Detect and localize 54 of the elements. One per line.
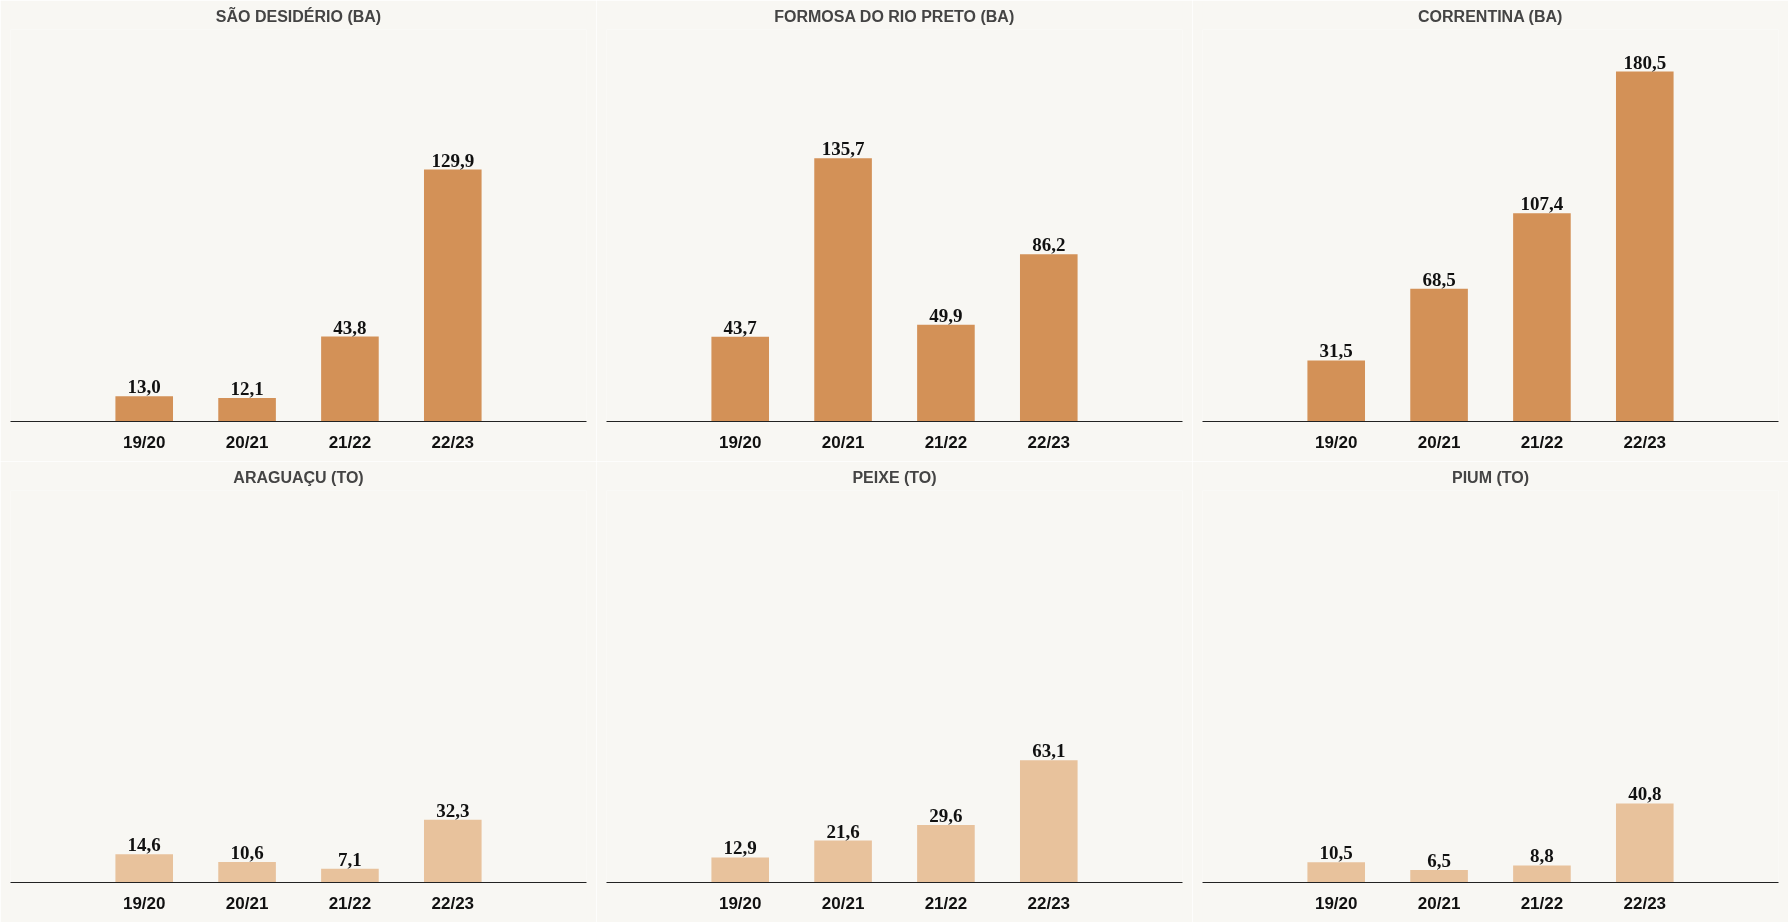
data-label: 107,4	[1520, 193, 1564, 215]
x-tick-label: 19/20	[122, 893, 166, 913]
data-label: 68,5	[1422, 268, 1456, 290]
x-tick-label: 22/23	[1027, 432, 1071, 452]
chart-title: PEIXE (TO)	[852, 468, 937, 486]
data-label: 135,7	[821, 138, 865, 160]
data-label: 63,1	[1032, 740, 1066, 762]
data-label: 31,5	[1319, 340, 1353, 362]
chart-title: FORMOSA DO RIO PRETO (BA)	[774, 7, 1015, 25]
data-label: 86,2	[1032, 234, 1066, 256]
data-label: 32,3	[436, 799, 470, 821]
chart-title: ARAGUAÇU (TO)	[233, 468, 364, 486]
data-label: 13,0	[127, 376, 161, 398]
x-tick-label: 19/20	[718, 893, 762, 913]
data-label: 29,6	[929, 805, 963, 827]
data-label: 21,6	[826, 820, 860, 842]
x-tick-label: 19/20	[1314, 432, 1358, 452]
data-label: 7,1	[338, 848, 362, 870]
x-tick-label: 20/21	[821, 893, 865, 913]
x-tick-label: 20/21	[225, 893, 269, 913]
data-label: 10,5	[1319, 842, 1353, 864]
data-label: 14,6	[127, 834, 161, 856]
data-label: 8,8	[1530, 845, 1554, 867]
x-tick-label: 22/23	[1027, 893, 1071, 913]
x-tick-label: 19/20	[122, 432, 166, 452]
data-label: 129,9	[431, 149, 475, 171]
chart-title: CORRENTINA (BA)	[1418, 7, 1563, 25]
x-tick-label: 22/23	[431, 893, 475, 913]
x-tick-label: 22/23	[431, 432, 475, 452]
x-tick-label: 22/23	[1623, 432, 1667, 452]
x-tick-label: 20/21	[1417, 432, 1461, 452]
x-tick-label: 19/20	[1314, 893, 1358, 913]
data-label: 10,6	[230, 841, 264, 863]
data-label: 180,5	[1623, 51, 1667, 73]
x-tick-label: 19/20	[718, 432, 762, 452]
chart-title: PIUM (TO)	[1451, 468, 1530, 486]
x-tick-label: 21/22	[1520, 432, 1564, 452]
x-tick-label: 20/21	[821, 432, 865, 452]
x-tick-label: 20/21	[1417, 893, 1461, 913]
data-label: 43,8	[333, 316, 367, 338]
x-tick-label: 21/22	[1520, 893, 1564, 913]
x-tick-label: 21/22	[328, 432, 372, 452]
data-label: 40,8	[1628, 783, 1662, 805]
x-tick-label: 21/22	[328, 893, 372, 913]
x-tick-label: 21/22	[924, 432, 968, 452]
data-label: 12,1	[230, 378, 264, 400]
data-label: 6,5	[1427, 849, 1451, 871]
x-tick-label: 22/23	[1623, 893, 1667, 913]
x-tick-label: 21/22	[924, 893, 968, 913]
data-label: 12,9	[723, 837, 757, 859]
chart-title: SÃO DESIDÉRIO (BA)	[215, 5, 382, 25]
data-label: 43,7	[723, 316, 758, 338]
x-tick-label: 20/21	[225, 432, 269, 452]
data-label: 49,9	[929, 304, 963, 326]
